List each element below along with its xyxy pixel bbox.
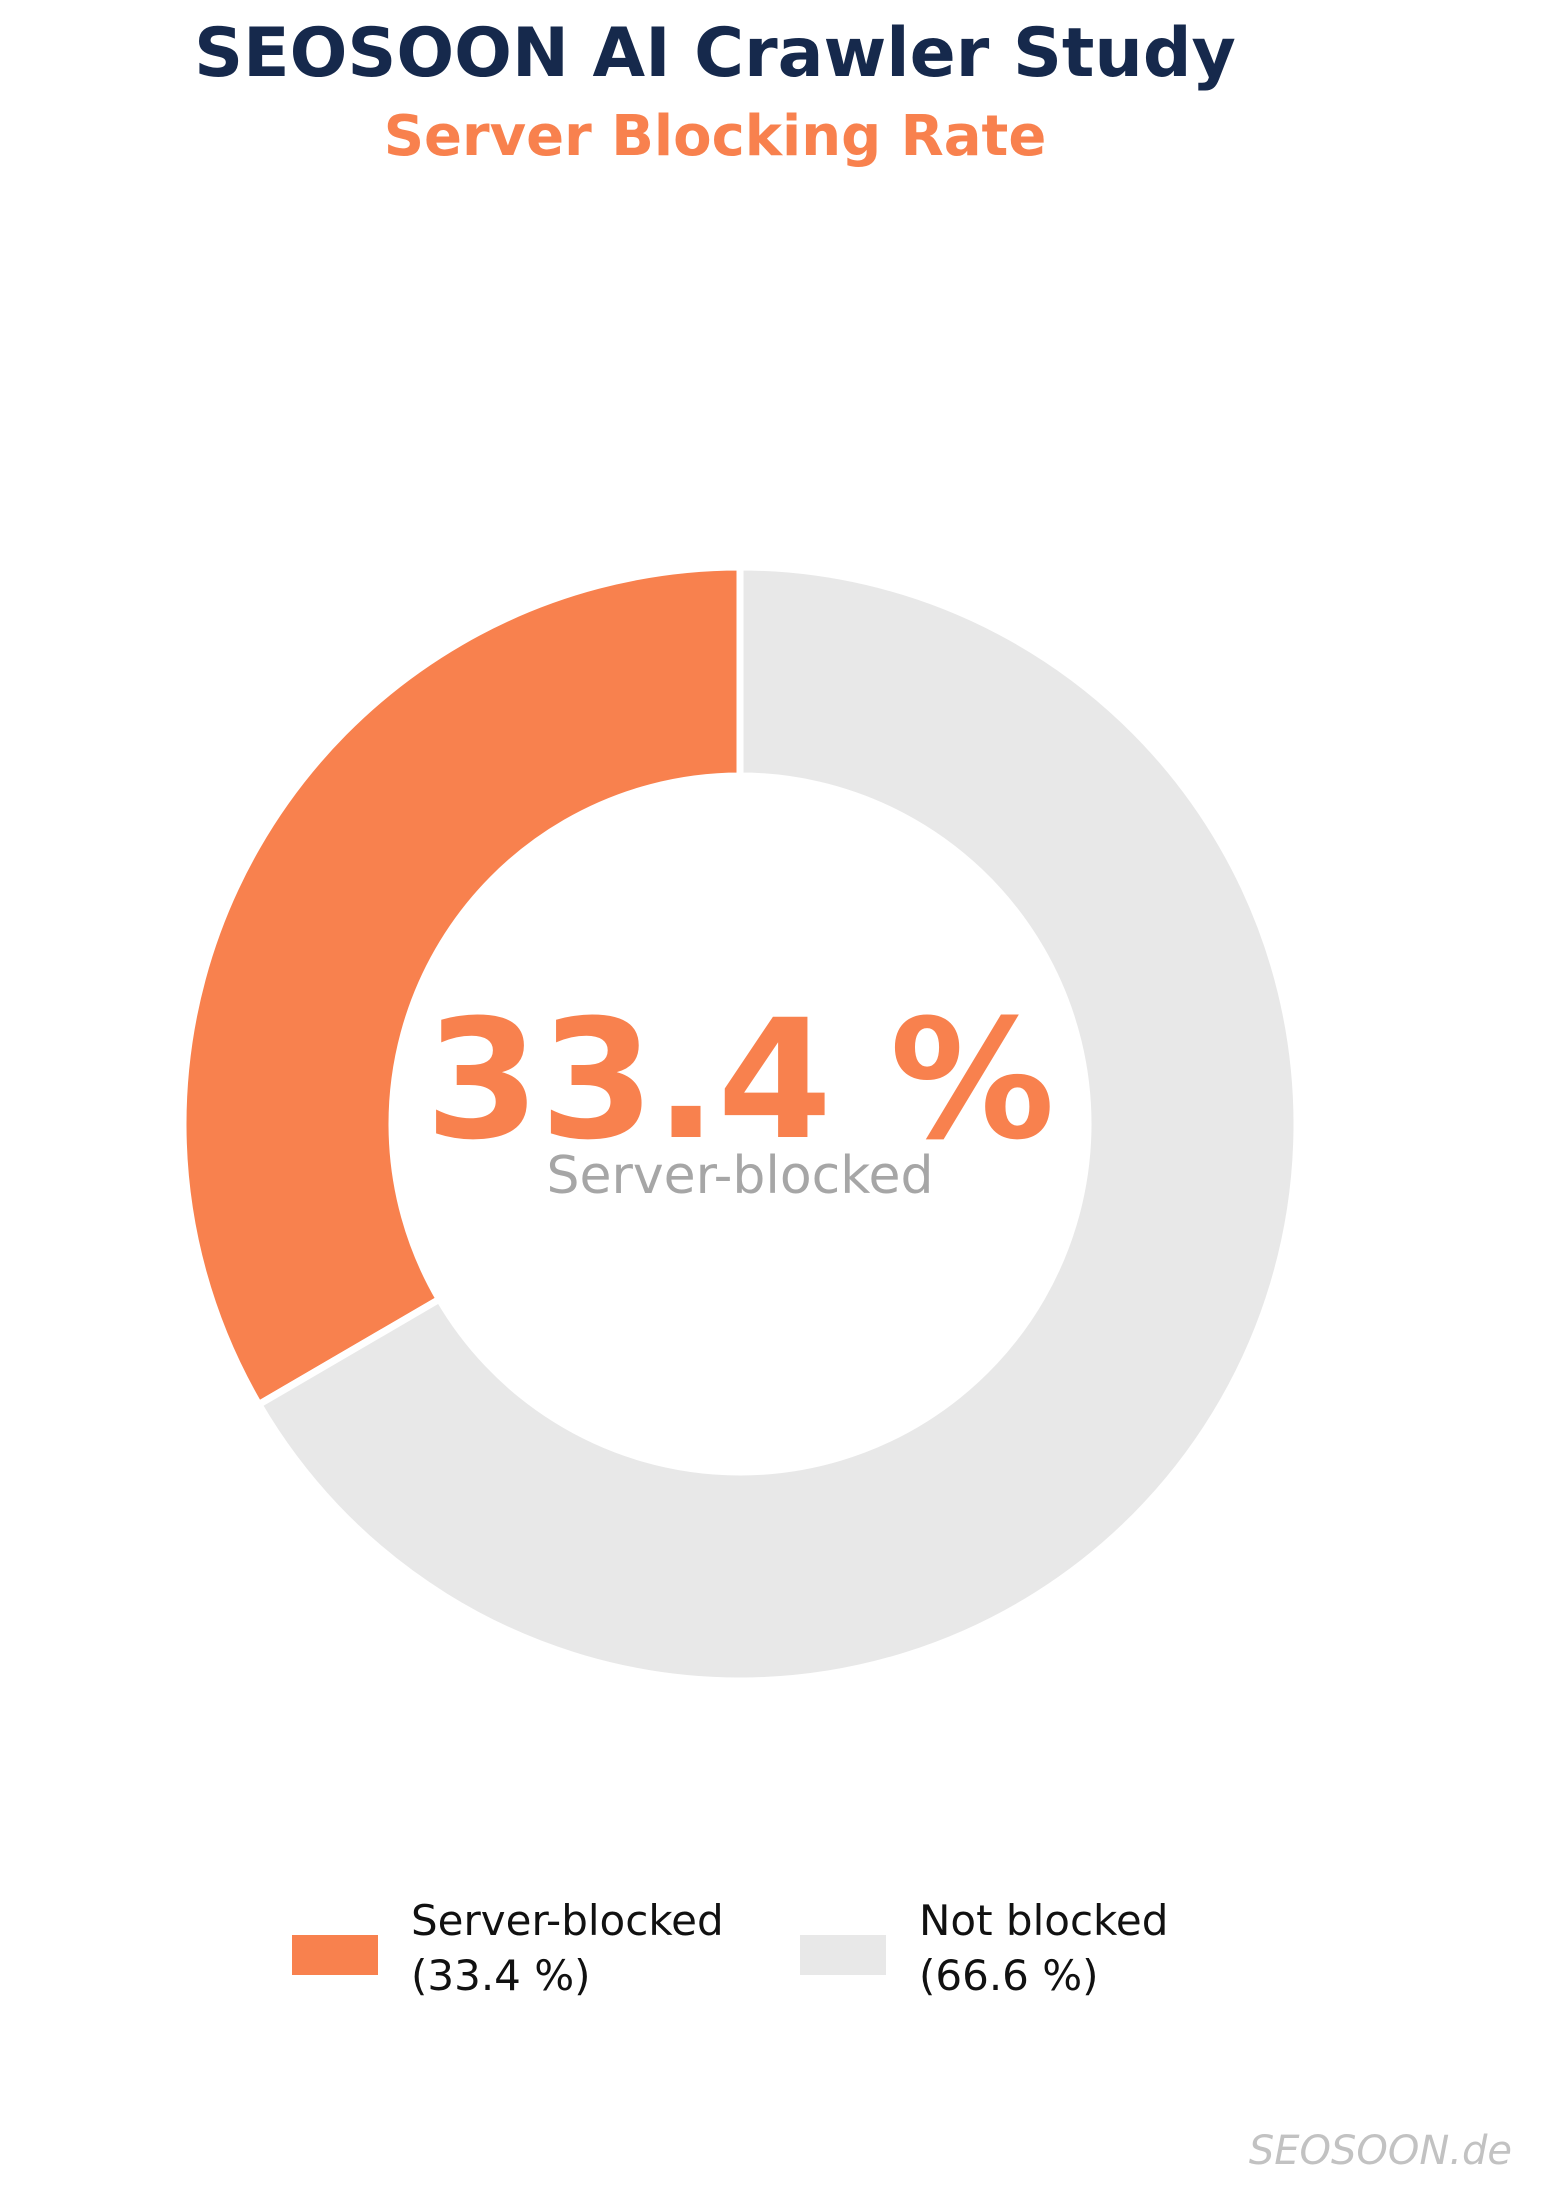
donut-center-value: 33.4 %	[425, 984, 1055, 1176]
donut-segment-not-blocked	[254, 564, 1300, 1684]
page-title: SEOSOON AI Crawler Study	[194, 14, 1236, 93]
legend-label-line2: (33.4 %)	[411, 1951, 591, 2001]
legend-label-line1: Not blocked	[919, 1896, 1169, 1945]
watermark-seosoon-de: SEOSOON.de	[1248, 2128, 1512, 2174]
legend-swatch	[800, 1935, 886, 1976]
page-subtitle: Server Blocking Rate	[383, 104, 1047, 169]
legend-label-line1: Server-blocked	[411, 1896, 724, 1945]
legend-label: Not blocked (66.6 %)	[919, 1893, 1168, 2004]
legend-swatch	[292, 1935, 378, 1976]
legend-item-not-blocked: Not blocked (66.6 %)	[800, 1893, 1168, 2004]
donut-center-label: Server-blocked	[546, 1146, 934, 1206]
donut-chart-container	[180, 564, 1300, 1684]
legend-label-line2: (66.6 %)	[919, 1951, 1099, 2001]
donut-chart	[180, 564, 1300, 1684]
legend-item-server-blocked: Server-blocked (33.4 %)	[292, 1893, 724, 2004]
donut-segment-server-blocked	[180, 564, 744, 1410]
legend-label: Server-blocked (33.4 %)	[411, 1893, 724, 2004]
